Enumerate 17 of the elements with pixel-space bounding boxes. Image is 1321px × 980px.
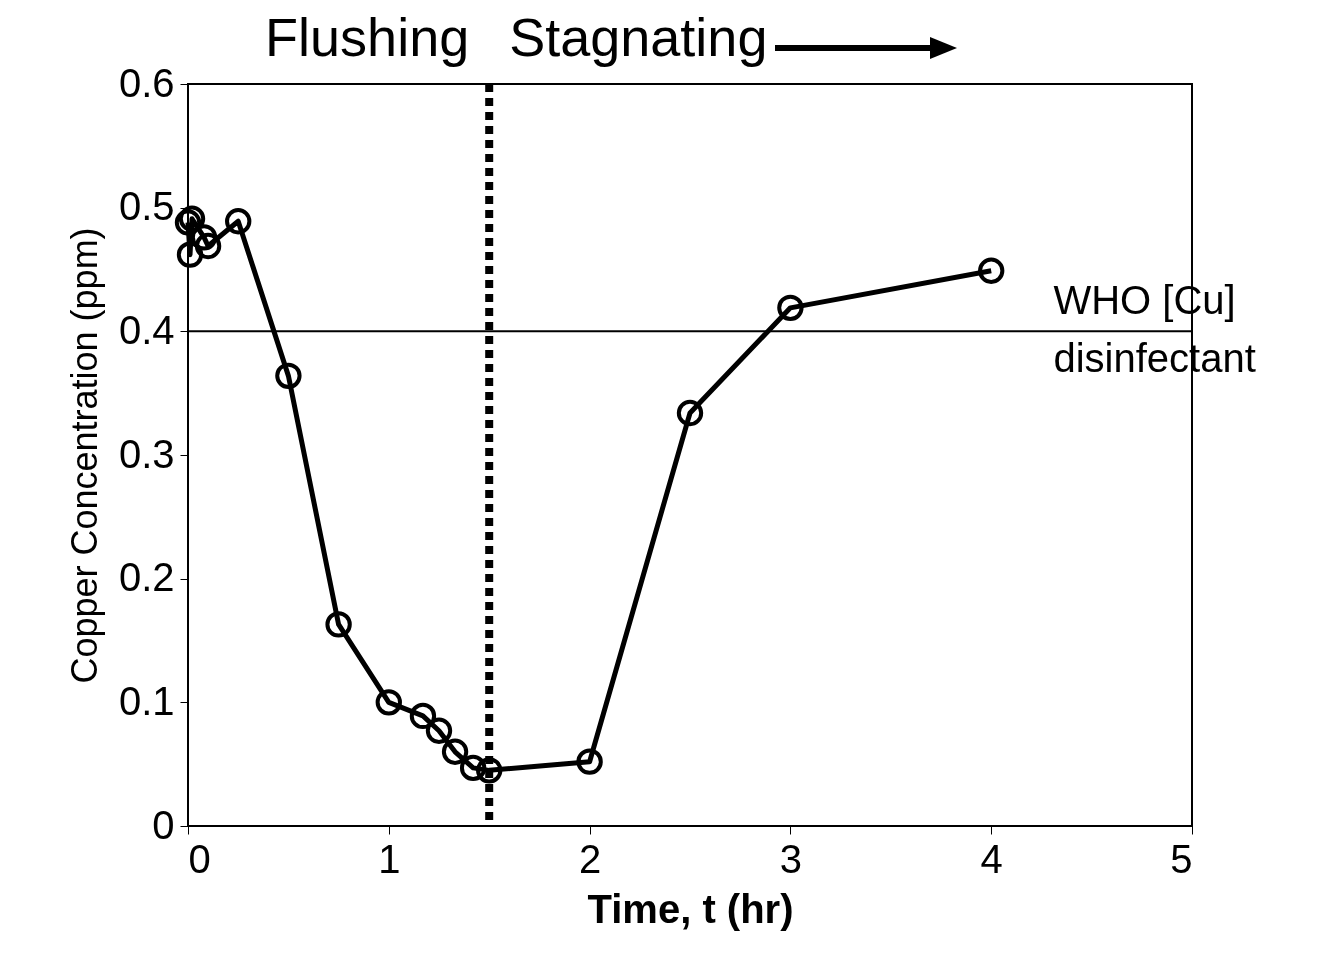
x-tick-label: 3 — [779, 836, 803, 881]
y-tick-label: 0.4 — [118, 307, 175, 352]
x-tick-label: 4 — [980, 836, 1003, 881]
text: Stagnating — [509, 7, 768, 67]
y-tick-label: 0.1 — [118, 678, 175, 723]
y-tick-label: 0 — [152, 802, 175, 847]
y-tick-label: 0.5 — [118, 184, 175, 229]
x-axis-title: Time, t (hr) — [587, 886, 794, 931]
x-tick-label: 2 — [578, 836, 602, 881]
y-axis-title: Copper Concentration (ppm) — [63, 227, 105, 684]
y-tick-label: 0.6 — [118, 60, 175, 105]
y-tick-label: 0.2 — [118, 555, 175, 600]
x-tick-label: 0 — [188, 836, 211, 881]
x-tick-label: 5 — [1170, 836, 1193, 881]
x-tick-label: 1 — [378, 836, 401, 881]
y-tick-label: 0.3 — [118, 431, 175, 476]
text: Flushing — [265, 7, 470, 67]
